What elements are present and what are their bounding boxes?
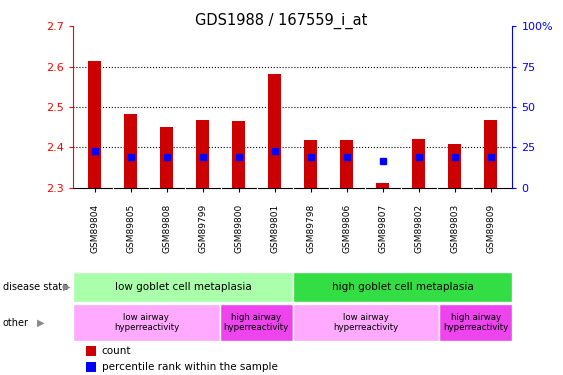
Text: GSM89809: GSM89809 (486, 204, 495, 254)
Text: disease state: disease state (3, 282, 68, 292)
Text: GSM89799: GSM89799 (198, 204, 207, 254)
Text: GDS1988 / 167559_i_at: GDS1988 / 167559_i_at (195, 13, 368, 29)
Text: low airway
hyperreactivity: low airway hyperreactivity (114, 313, 179, 332)
Bar (484, 120, 497, 188)
Bar (269, 74, 281, 188)
Bar (449, 144, 461, 188)
Text: high airway
hyperreactivity: high airway hyperreactivity (443, 313, 508, 332)
Text: GSM89802: GSM89802 (414, 204, 423, 254)
Text: ▶: ▶ (63, 282, 70, 292)
Text: GSM89801: GSM89801 (270, 204, 279, 254)
Bar (305, 140, 317, 188)
Bar (73, 304, 220, 341)
Text: GSM89800: GSM89800 (234, 204, 243, 254)
Text: GSM89798: GSM89798 (306, 204, 315, 254)
Text: other: other (3, 318, 29, 327)
Bar (293, 304, 439, 341)
Bar (341, 140, 353, 188)
Bar (124, 114, 137, 188)
Text: GSM89804: GSM89804 (90, 204, 99, 254)
Text: high goblet cell metaplasia: high goblet cell metaplasia (332, 282, 473, 292)
Text: ▶: ▶ (37, 318, 44, 327)
Bar (233, 121, 245, 188)
Text: low airway
hyperreactivity: low airway hyperreactivity (333, 313, 399, 332)
Text: count: count (102, 346, 131, 356)
Text: GSM89807: GSM89807 (378, 204, 387, 254)
Bar (220, 304, 293, 341)
Text: GSM89805: GSM89805 (126, 204, 135, 254)
Bar (160, 128, 173, 188)
Text: GSM89803: GSM89803 (450, 204, 459, 254)
Bar (377, 183, 389, 188)
Bar (293, 272, 512, 302)
Bar (73, 272, 293, 302)
Bar (86, 346, 96, 356)
Text: high airway
hyperreactivity: high airway hyperreactivity (224, 313, 289, 332)
Bar (88, 61, 101, 188)
Bar (86, 362, 96, 372)
Bar (439, 304, 512, 341)
Text: GSM89808: GSM89808 (162, 204, 171, 254)
Bar (196, 120, 209, 188)
Text: low goblet cell metaplasia: low goblet cell metaplasia (115, 282, 251, 292)
Text: GSM89806: GSM89806 (342, 204, 351, 254)
Bar (413, 139, 425, 188)
Text: percentile rank within the sample: percentile rank within the sample (102, 362, 278, 372)
